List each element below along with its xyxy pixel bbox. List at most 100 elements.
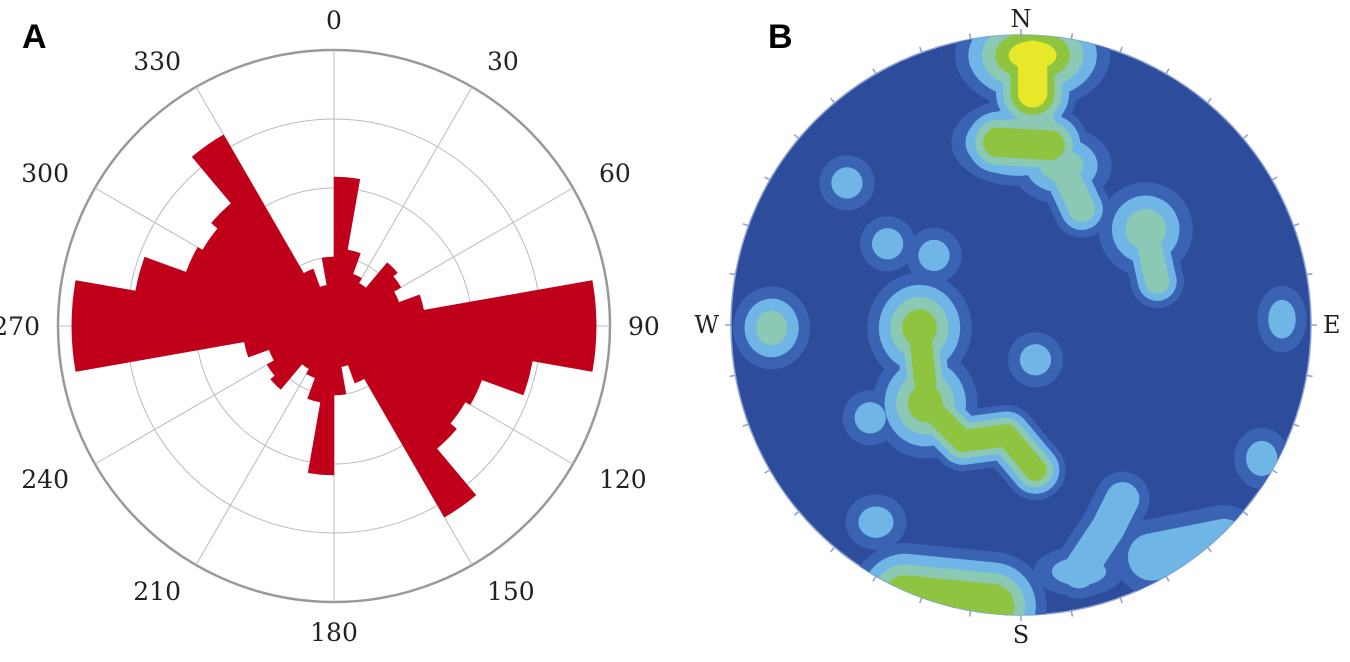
rose-angle-label: 270 — [0, 312, 40, 341]
stereonet-rim-tick — [1271, 469, 1278, 474]
stereonet-rim-tick — [742, 223, 749, 227]
density-contour — [1008, 41, 1057, 70]
stereonet-direction-labels: N S E W — [694, 5, 1340, 649]
rose-sector — [270, 325, 335, 390]
direction-label-north: N — [1011, 5, 1032, 33]
stereonet-rim-tick — [1306, 374, 1313, 378]
density-contour-band — [901, 379, 1060, 494]
direction-label-south: S — [1013, 621, 1029, 649]
rose-angle-labels: 0 30 60 90 120 150 180 210 240 270 300 330 — [0, 6, 660, 647]
density-contour — [744, 298, 799, 358]
stereonet-rim-tick — [1306, 272, 1313, 276]
stereonet-background — [730, 34, 1312, 616]
density-contour — [860, 216, 916, 272]
density-contour — [968, 35, 1097, 100]
density-contour — [1125, 208, 1167, 250]
density-contour — [867, 272, 972, 384]
density-contour-band — [1012, 93, 1111, 238]
rose-sector — [306, 325, 335, 379]
density-contour-band — [1126, 209, 1177, 301]
stereonet-rim-tick — [793, 510, 800, 516]
rose-angle-label: 180 — [310, 618, 358, 647]
stereonet-rim-tick — [1119, 46, 1123, 53]
rose-sector — [321, 256, 335, 327]
stereonet-rim-tick — [968, 610, 972, 617]
stereonet-rim-tick — [1242, 134, 1249, 140]
stereonet-rim-tick — [729, 272, 736, 276]
density-contour — [1257, 285, 1307, 353]
density-contour — [831, 167, 863, 199]
stereonet-rim-tick — [919, 46, 923, 53]
density-contour-band — [959, 103, 1089, 184]
panel-letter-a: A — [22, 18, 47, 56]
density-contour-band — [1133, 217, 1170, 294]
stereonet-rim-tick — [1242, 510, 1249, 516]
density-contour — [873, 348, 978, 459]
density-contour-band — [1051, 471, 1150, 599]
rose-angle-label: 0 — [326, 6, 342, 35]
density-contour — [844, 556, 1024, 615]
rose-angle-label: 240 — [21, 465, 69, 494]
density-contour-band — [1062, 482, 1140, 589]
density-contour-band — [914, 392, 1047, 482]
density-contour — [1268, 299, 1296, 339]
rose-angle-label: 30 — [487, 47, 519, 76]
density-contour — [951, 98, 1085, 186]
density-contour — [918, 239, 950, 272]
rose-sector — [135, 256, 335, 327]
density-contour-band — [895, 373, 1066, 501]
density-contour — [1011, 127, 1112, 204]
density-contour-band — [1127, 518, 1248, 581]
rose-angle-label: 150 — [487, 577, 535, 606]
stereonet-rim-tick — [1165, 68, 1170, 75]
rose-sector — [191, 134, 335, 327]
stereonet-rim-tick — [793, 134, 800, 140]
stereonet-rim-tick — [1070, 610, 1074, 617]
density-contour — [995, 35, 1070, 80]
rose-sector — [185, 246, 335, 327]
density-contour-band — [967, 111, 1081, 176]
stereonet-density-contours — [733, 35, 1307, 615]
direction-label-east: E — [1323, 311, 1341, 339]
density-contour — [965, 108, 1071, 176]
rose-angle-label: 120 — [599, 465, 647, 494]
rose-diagram: 0 30 60 90 120 150 180 210 240 270 300 330 — [0, 6, 660, 647]
rose-bars — [71, 134, 597, 518]
density-contour — [907, 384, 943, 423]
rose-angle-label: 90 — [628, 312, 660, 341]
density-contour — [1143, 535, 1218, 567]
density-contour — [1019, 344, 1052, 376]
rose-sector — [333, 325, 365, 384]
stereonet-rim-tick — [968, 33, 972, 40]
density-contour-band — [902, 310, 943, 401]
density-contour-band — [1114, 505, 1262, 595]
rose-sector — [333, 249, 361, 327]
stereonet-disc — [730, 34, 1312, 616]
rose-sector — [333, 275, 402, 327]
stereonet-rim-tick — [1206, 546, 1212, 553]
density-contour — [854, 402, 886, 434]
stereonet-rim-ticks — [725, 29, 1317, 621]
rose-sector — [266, 325, 335, 377]
rose-angle-label: 330 — [133, 47, 181, 76]
density-contour — [1007, 332, 1064, 388]
stereonet-rim-tick — [830, 546, 836, 553]
rose-sector — [303, 268, 335, 327]
rose-sector — [307, 325, 335, 403]
density-contour-band — [908, 316, 937, 395]
stereonet-rim-tick — [1119, 597, 1123, 604]
density-contour — [890, 296, 949, 359]
density-contour — [1039, 149, 1084, 182]
stereonet-rim-tick — [1293, 423, 1300, 427]
density-contour-band — [871, 564, 1026, 615]
rose-sector — [333, 325, 477, 518]
density-contour — [842, 390, 898, 446]
density-contour-band — [1020, 101, 1103, 230]
stereonet-rim-tick — [919, 597, 923, 604]
density-contour-band — [850, 543, 1047, 615]
stereonet-rim-tick — [729, 374, 736, 378]
density-contour — [845, 494, 907, 550]
stereonet-rim-tick — [872, 575, 877, 582]
density-contour — [858, 506, 894, 538]
density-contour — [871, 228, 904, 260]
